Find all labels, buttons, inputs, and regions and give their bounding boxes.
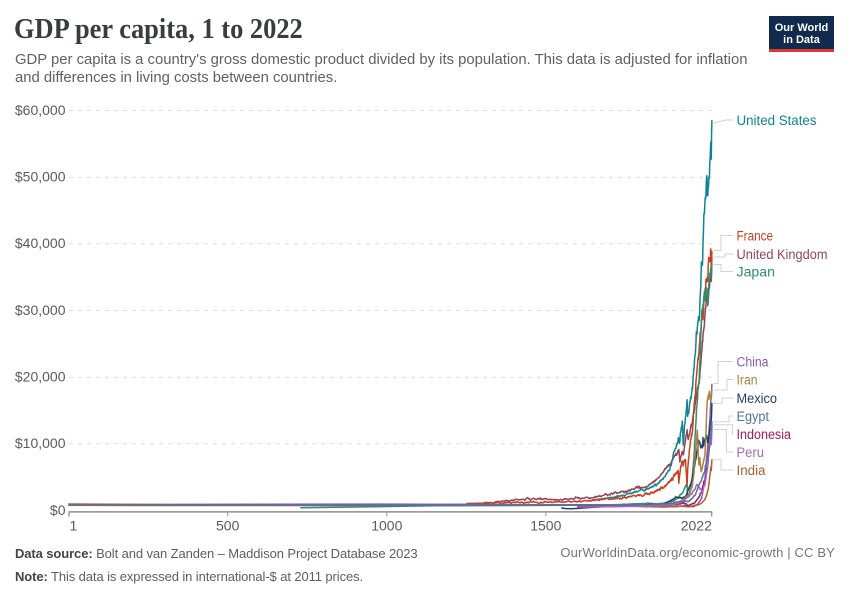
svg-text:$20,000: $20,000 [15,369,66,385]
svg-text:$40,000: $40,000 [15,235,66,251]
svg-text:United States: United States [737,113,817,129]
svg-text:1500: 1500 [530,518,561,534]
svg-text:Egypt: Egypt [737,409,770,425]
svg-text:Japan: Japan [737,265,776,281]
svg-text:$0: $0 [50,502,66,518]
svg-text:Peru: Peru [737,445,765,461]
svg-text:2022: 2022 [681,518,712,534]
svg-text:500: 500 [216,518,240,534]
svg-text:France: France [737,229,774,245]
svg-text:Iran: Iran [737,373,758,389]
svg-text:$50,000: $50,000 [15,169,66,185]
svg-text:India: India [737,463,766,479]
svg-text:Mexico: Mexico [737,391,778,407]
svg-text:Indonesia: Indonesia [737,427,792,443]
svg-text:1: 1 [70,518,78,534]
svg-text:China: China [737,355,769,371]
svg-text:United Kingdom: United Kingdom [737,247,828,263]
svg-text:1000: 1000 [371,518,402,534]
svg-text:$10,000: $10,000 [15,435,66,451]
svg-text:$30,000: $30,000 [15,302,66,318]
svg-text:$60,000: $60,000 [15,102,66,118]
